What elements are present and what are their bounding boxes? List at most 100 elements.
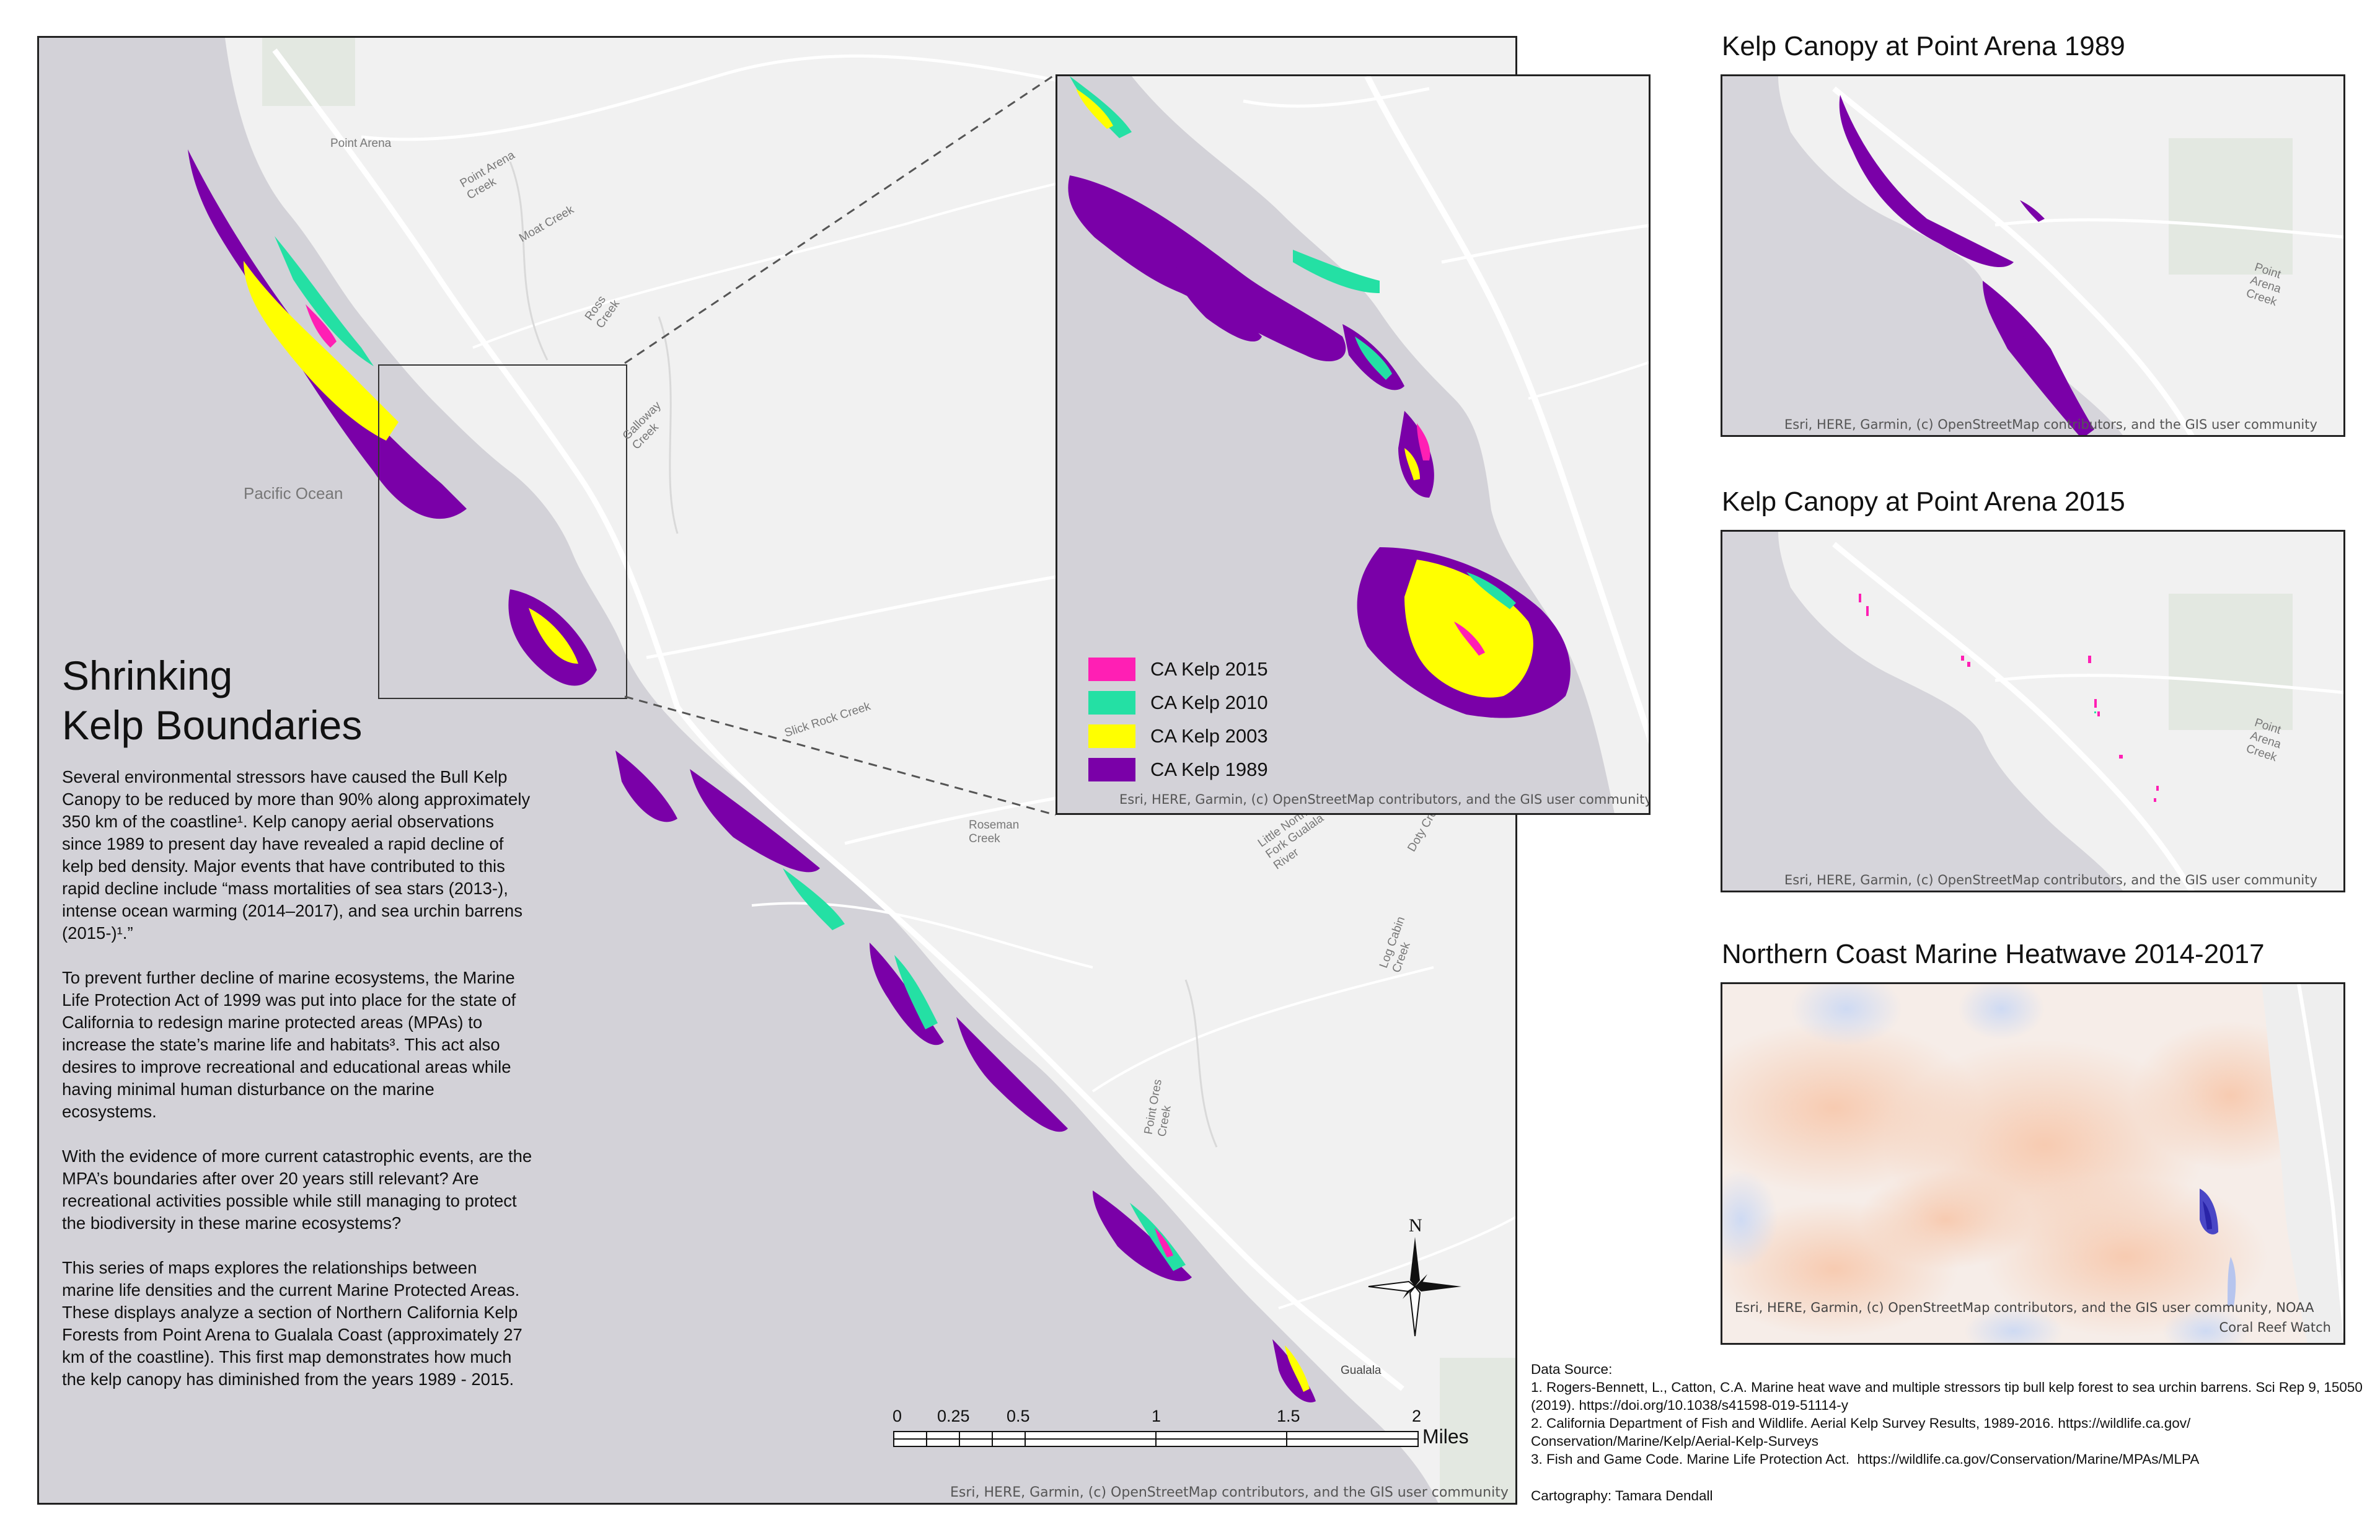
kelp-bed-2010 [894, 955, 938, 1029]
land-area [2262, 984, 2343, 1343]
label-point-arena: Point Arena [330, 137, 392, 150]
kelp-bed-2003 [1404, 448, 1420, 480]
kelp-beds [188, 149, 1316, 1402]
panel-heatwave-map[interactable]: Esri, HERE, Garmin, (c) OpenStreetMap co… [1721, 982, 2345, 1345]
kelp-bed-2003 [1285, 1345, 1310, 1392]
label-gualala: Gualala [1341, 1364, 1382, 1377]
kelp-legend: CA Kelp 2015 CA Kelp 2010 CA Kelp 2003 C… [1088, 653, 1268, 786]
kelp-bed-2015 [2094, 711, 2096, 713]
main-map-credit: Esri, HERE, Garmin, (c) OpenStreetMap co… [950, 1485, 1509, 1500]
label-roseman-creek: Roseman Creek [969, 819, 1020, 845]
panel-1989-title: Kelp Canopy at Point Arena 1989 [1722, 31, 2125, 61]
panel-2015-basemap [1778, 532, 2343, 891]
highway-road [2297, 984, 2343, 1335]
kelp-beds-2015 [1859, 594, 2159, 802]
legend-item: CA Kelp 2015 [1088, 653, 1268, 686]
kelp-bed-1989 [615, 750, 677, 822]
kelp-bed-1989 [1839, 95, 2014, 268]
kelp-bed-2015 [1866, 606, 1869, 616]
description-paragraph: With the evidence of more current catast… [62, 1146, 532, 1233]
source-item: 2. California Department of Fish and Wil… [1531, 1415, 2195, 1449]
legend-label: CA Kelp 2010 [1150, 692, 1268, 713]
highway-road [1832, 542, 2195, 891]
panel-heatwave-credit-line1: Esri, HERE, Garmin, (c) OpenStreetMap co… [1735, 1300, 2314, 1315]
kelp-bed-2015 [2097, 711, 2100, 716]
inset-map-credit: Esri, HERE, Garmin, (c) OpenStreetMap co… [1119, 792, 1651, 807]
kelp-bed-2015 [1454, 622, 1485, 656]
sources-heading: Data Source: [1531, 1362, 1613, 1377]
description-paragraph: To prevent further decline of marine eco… [62, 968, 516, 1121]
kelp-bed-2015 [1155, 1228, 1173, 1257]
scale-unit: Miles [1422, 1425, 1469, 1448]
kelp-bed-2015 [2119, 755, 2123, 759]
map-title-line2: Kelp Boundaries [62, 702, 363, 748]
road [1243, 87, 1430, 108]
kelp-bed-1989 [1068, 175, 1346, 361]
description-text: Several environmental stressors have cau… [62, 766, 533, 1413]
kelp-bed-2010 [1466, 572, 1516, 609]
park-area [2169, 594, 2293, 730]
legend-item: CA Kelp 2010 [1088, 686, 1268, 719]
label-pacific-ocean: Pacific Ocean [244, 484, 343, 503]
map-title: Shrinking Kelp Boundaries [62, 651, 362, 750]
heatwave-raster [1722, 984, 2343, 1343]
creek [1184, 979, 1218, 1148]
map-title-line1: Shrinking [62, 653, 233, 698]
inset-map[interactable]: CA Kelp 2015 CA Kelp 2010 CA Kelp 2003 C… [1056, 74, 1651, 815]
kelp-bed-2015 [2094, 699, 2097, 708]
kelp-bed-1989 [188, 149, 467, 519]
scale-tick-label: 0.25 [937, 1407, 970, 1425]
compass-rose-icon [1368, 1237, 1461, 1337]
road [1441, 224, 1649, 264]
scale-bar-graphic [893, 1431, 1419, 1447]
kelp-bed-1989 [1169, 262, 1262, 342]
legend-item: CA Kelp 1989 [1088, 753, 1268, 786]
kelp-bed-2015 [2154, 798, 2156, 802]
legend-swatch-1989 [1088, 758, 1135, 781]
panel-2015-title: Kelp Canopy at Point Arena 2015 [1722, 486, 2125, 517]
north-label: N [1409, 1215, 1422, 1236]
scale-tick-label: 1.5 [1277, 1407, 1300, 1425]
kelp-bed-2010 [1070, 76, 1132, 138]
kelp-bed-2015 [1967, 662, 1970, 667]
kelp-bed-2010 [275, 236, 374, 366]
park-area [2169, 138, 2293, 275]
panel-2015-credit: Esri, HERE, Garmin, (c) OpenStreetMap co… [1784, 873, 2317, 887]
road [1994, 674, 2343, 694]
kelp-bed-2015 [306, 304, 337, 348]
legend-swatch-2003 [1088, 724, 1135, 748]
panel-2015-map[interactable]: Point Arena Creek Esri, HERE, Garmin, (c… [1721, 530, 2345, 892]
source-item: 3. Fish and Game Code. Marine Life Prote… [1531, 1451, 2200, 1467]
legend-label: CA Kelp 2003 [1150, 725, 1268, 747]
kelp-bed-1989 [1398, 411, 1434, 498]
source-item: 1. Rogers-Bennett, L., Catton, C.A. Mari… [1531, 1379, 2367, 1413]
kelp-bed-1989 [1989, 312, 2051, 374]
scale-tick-label: 1 [1152, 1407, 1161, 1425]
description-paragraph: Several environmental stressors have cau… [62, 767, 531, 943]
kelp-bed-2010 [1355, 337, 1392, 380]
kelp-bed-1989 [956, 1017, 1068, 1132]
highway-road [1364, 76, 1649, 744]
kelp-bed-2010 [1293, 250, 1380, 293]
kelp-bed-2003 [1404, 560, 1533, 698]
legend-label: CA Kelp 1989 [1150, 759, 1268, 780]
panel-heatwave-credit-line2: Coral Reef Watch [2219, 1320, 2331, 1335]
kelp-bed-2015 [1961, 656, 1964, 661]
kelp-bed-2010 [783, 868, 845, 930]
kelp-bed-1989 [2020, 200, 2045, 222]
description-paragraph: This series of maps explores the relatio… [62, 1258, 522, 1389]
legend-swatch-2015 [1088, 658, 1135, 681]
kelp-bed-2015 [2156, 786, 2159, 791]
kelp-bed-2003 [244, 261, 399, 441]
inset-locator-box [378, 364, 627, 699]
scale-tick-label: 0 [892, 1407, 902, 1425]
kelp-bed-2015 [2088, 656, 2091, 663]
park-area [1440, 1358, 1515, 1503]
legend-item: CA Kelp 2003 [1088, 719, 1268, 753]
north-arrow: N [1365, 1215, 1465, 1339]
legend-swatch-2010 [1088, 691, 1135, 715]
panel-1989-map[interactable]: Point Arena Creek Esri, HERE, Garmin, (c… [1721, 74, 2345, 437]
panel-1989-basemap [1778, 76, 2343, 435]
panel-heatwave-title: Northern Coast Marine Heatwave 2014-2017 [1722, 939, 2265, 969]
legend-label: CA Kelp 2015 [1150, 658, 1268, 680]
